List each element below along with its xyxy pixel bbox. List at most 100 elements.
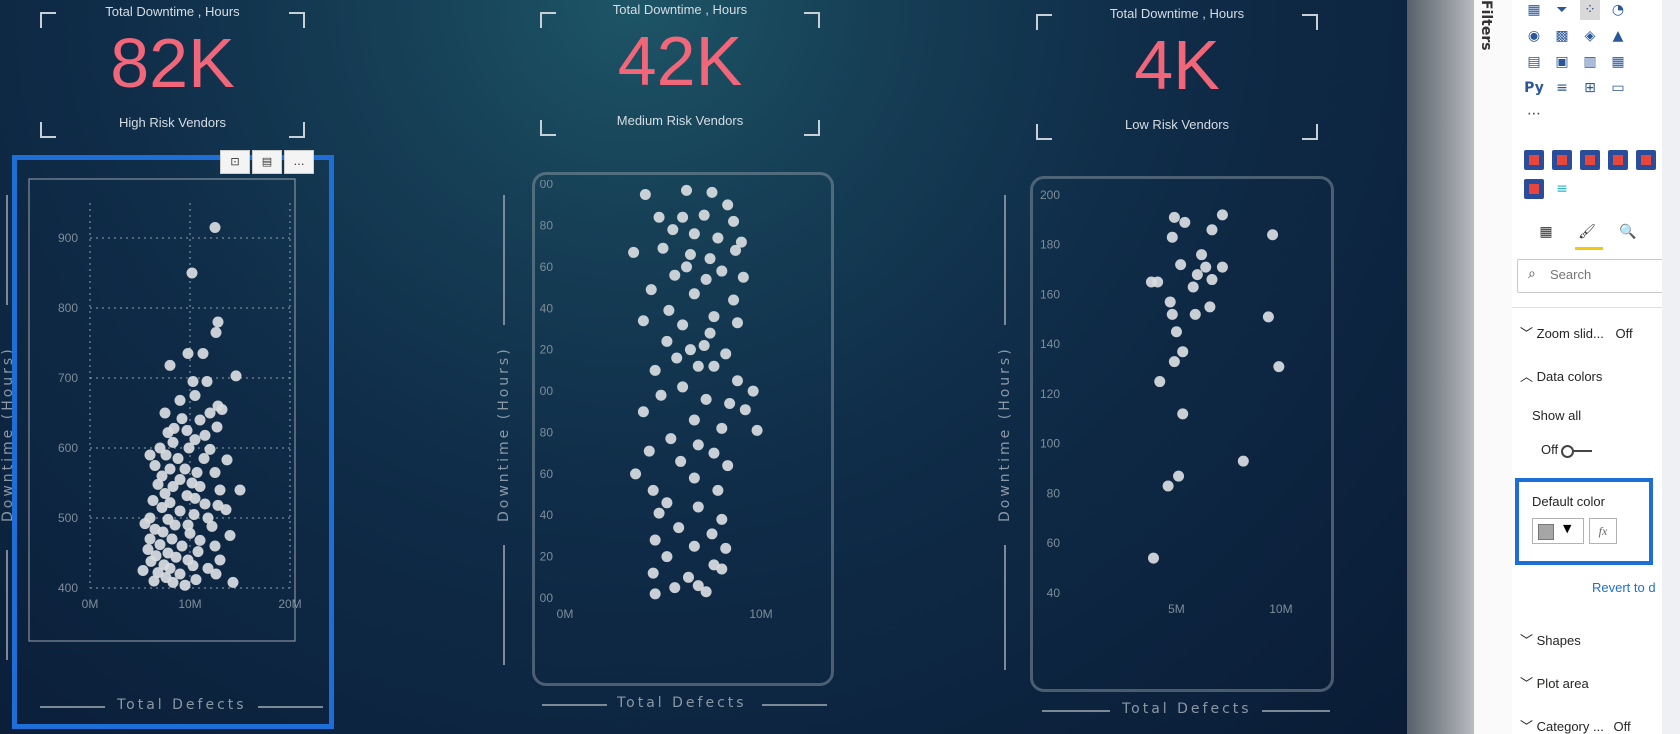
data-point[interactable] <box>166 533 178 545</box>
data-point[interactable] <box>673 522 685 534</box>
data-point[interactable] <box>234 484 246 496</box>
data-point[interactable] <box>167 436 179 448</box>
card-icon[interactable]: ▤ <box>1527 54 1541 70</box>
analytics-tab-icon[interactable]: 🔍 <box>1619 224 1637 240</box>
data-point[interactable] <box>176 540 188 552</box>
data-point[interactable] <box>712 484 724 496</box>
data-point[interactable] <box>186 267 198 279</box>
data-point[interactable] <box>692 439 704 451</box>
custom-visual-icon[interactable] <box>1580 150 1600 170</box>
data-point[interactable] <box>1168 211 1180 223</box>
data-point[interactable] <box>187 376 199 387</box>
data-point[interactable] <box>688 228 700 240</box>
data-point[interactable] <box>661 497 673 509</box>
data-point[interactable] <box>647 484 659 496</box>
data-point[interactable] <box>708 447 720 459</box>
data-point[interactable] <box>189 390 201 401</box>
data-point[interactable] <box>728 294 740 306</box>
data-point[interactable] <box>643 445 655 457</box>
data-point[interactable] <box>194 481 206 492</box>
data-point[interactable] <box>188 509 200 520</box>
data-point[interactable] <box>704 253 716 265</box>
data-point[interactable] <box>201 376 213 387</box>
fields-tab-icon[interactable]: ▦ <box>1539 224 1553 240</box>
data-point[interactable] <box>194 534 206 546</box>
data-point[interactable] <box>139 518 151 530</box>
data-point[interactable] <box>669 582 681 594</box>
data-point[interactable] <box>230 370 242 382</box>
data-point[interactable] <box>147 495 159 506</box>
data-point[interactable] <box>1273 361 1285 373</box>
data-point[interactable] <box>190 574 202 586</box>
data-point[interactable] <box>698 340 710 352</box>
table-icon[interactable]: ▦ <box>1611 54 1625 70</box>
data-point[interactable] <box>1200 261 1212 273</box>
data-point[interactable] <box>1166 231 1178 243</box>
data-point[interactable] <box>152 567 164 579</box>
data-point[interactable] <box>224 530 236 541</box>
data-point[interactable] <box>700 393 712 405</box>
data-point[interactable] <box>649 534 661 546</box>
focus-mode-icon[interactable]: ⊡ <box>220 150 250 174</box>
data-point[interactable] <box>174 505 186 517</box>
data-point[interactable] <box>159 488 171 499</box>
data-point[interactable] <box>1216 209 1228 221</box>
data-point[interactable] <box>737 271 749 283</box>
data-point[interactable] <box>1166 308 1178 320</box>
data-point[interactable] <box>202 562 214 574</box>
data-point[interactable] <box>647 567 659 579</box>
data-point[interactable] <box>157 526 169 538</box>
custom-visual-icon[interactable] <box>1552 150 1572 170</box>
data-point[interactable] <box>137 565 149 576</box>
more-visuals-icon[interactable]: ⋯ <box>1527 106 1541 122</box>
data-point[interactable] <box>183 442 195 454</box>
data-point[interactable] <box>730 244 742 256</box>
category-label-section[interactable]: ﹀ Category ... Off <box>1520 716 1631 734</box>
data-point[interactable] <box>220 504 232 516</box>
data-point[interactable] <box>206 520 218 532</box>
data-point[interactable] <box>700 273 712 285</box>
data-point[interactable] <box>1237 455 1249 467</box>
qa-visual-icon[interactable]: ▭ <box>1611 80 1625 96</box>
data-point[interactable] <box>731 375 743 387</box>
data-point[interactable] <box>1267 229 1279 241</box>
data-point[interactable] <box>722 460 734 472</box>
data-point[interactable] <box>1262 311 1274 323</box>
data-point[interactable] <box>211 421 223 433</box>
custom-visual-icon[interactable] <box>1524 179 1544 199</box>
data-point[interactable] <box>197 348 209 359</box>
search-input[interactable] <box>1548 266 1662 283</box>
data-point[interactable] <box>227 576 239 588</box>
data-point[interactable] <box>198 453 210 464</box>
data-point[interactable] <box>212 316 224 328</box>
kpi-card-low[interactable]: Total Downtime , Hours 4K Low Risk Vendo… <box>1036 6 1318 140</box>
format-tab-icon[interactable]: 🖌 <box>1578 224 1596 240</box>
data-point[interactable] <box>210 568 222 580</box>
data-point[interactable] <box>149 460 161 471</box>
custom-visual-icon[interactable] <box>1608 150 1628 170</box>
data-point[interactable] <box>1170 326 1182 338</box>
data-point[interactable] <box>653 507 665 519</box>
data-point[interactable] <box>184 527 196 539</box>
data-point[interactable] <box>159 407 171 419</box>
python-visual-icon[interactable]: Py <box>1524 80 1544 96</box>
azure-map-icon[interactable]: ▲ <box>1612 28 1624 44</box>
data-point[interactable] <box>164 562 176 574</box>
data-point[interactable] <box>655 389 667 401</box>
data-point[interactable] <box>179 463 191 475</box>
data-point[interactable] <box>1204 301 1216 313</box>
data-point[interactable] <box>1177 408 1189 420</box>
data-point[interactable] <box>704 327 716 339</box>
data-point[interactable] <box>692 580 704 592</box>
data-point[interactable] <box>174 474 186 485</box>
gauge-icon[interactable]: ▦ <box>1527 2 1541 18</box>
data-point[interactable] <box>191 467 203 478</box>
data-point[interactable] <box>645 284 657 296</box>
data-point[interactable] <box>1191 269 1203 281</box>
data-point[interactable] <box>700 586 712 598</box>
data-point[interactable] <box>677 319 689 331</box>
revert-to-default-link[interactable]: Revert to d <box>1592 580 1656 595</box>
filters-pane-collapsed[interactable]: Filters <box>1474 0 1513 734</box>
data-point[interactable] <box>1173 470 1185 482</box>
data-point[interactable] <box>681 261 693 273</box>
